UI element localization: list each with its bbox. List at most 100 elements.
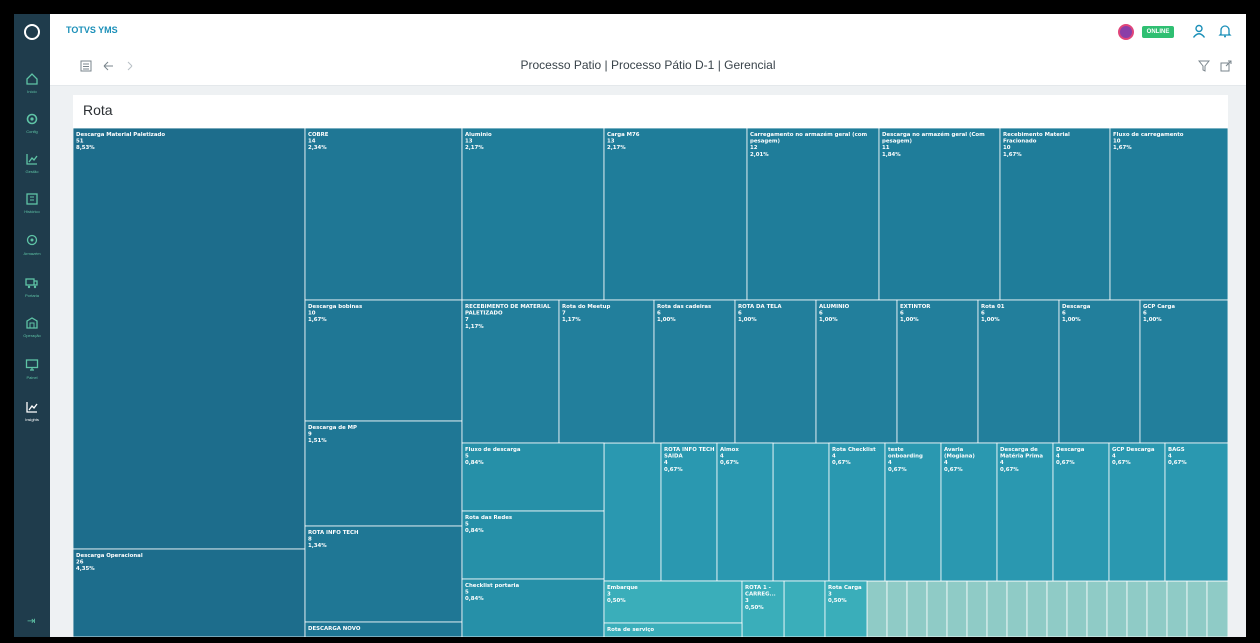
sidebar-item-gestao[interactable]: Gestão	[14, 152, 50, 192]
treemap-cell-unlabeled[interactable]	[926, 580, 948, 637]
sidebar-item-config[interactable]: Config	[14, 112, 50, 152]
treemap-label: Rota de serviço	[607, 627, 654, 633]
treemap-percent: 0,67%	[1056, 460, 1075, 466]
sidebar-item-label: Operação	[23, 333, 41, 338]
menu-toggle-icon[interactable]	[24, 24, 40, 40]
sidebar-item-insights[interactable]: Insights	[14, 400, 50, 440]
treemap-label: RECEBIMENTO DE MATERIAL	[465, 304, 551, 310]
treemap-cell-unlabeled[interactable]	[1146, 580, 1168, 637]
sidebar-item-armazem[interactable]: Armazém	[14, 234, 50, 274]
treemap-cell-unlabeled[interactable]	[1086, 580, 1108, 637]
treemap-cell-unlabeled[interactable]	[1186, 580, 1208, 637]
treemap-percent: 1,00%	[738, 317, 757, 323]
treemap-cell[interactable]: Rota de serviço	[603, 622, 743, 637]
treemap-cell-unlabeled[interactable]	[1166, 580, 1188, 637]
treemap-cell-unlabeled[interactable]	[966, 580, 988, 637]
treemap-cell-rect	[73, 128, 306, 550]
treemap-cell-unlabeled[interactable]	[1046, 580, 1068, 637]
treemap-cell-unlabeled[interactable]	[772, 442, 830, 582]
treemap-cell-unlabeled[interactable]	[783, 580, 826, 637]
treemap-cell-rect	[884, 442, 942, 582]
treemap-cell-unlabeled[interactable]	[886, 580, 908, 637]
treemap-cell[interactable]: Carregamento no armazém geral (compesage…	[746, 128, 880, 301]
language-globe-icon[interactable]	[1118, 24, 1134, 40]
treemap-cell-unlabeled[interactable]	[603, 442, 662, 582]
export-icon[interactable]	[1220, 60, 1232, 72]
treemap-label: CARREG...	[745, 592, 776, 598]
brand-title[interactable]: TOTVS YMS	[66, 25, 118, 35]
treemap-label: SAIDA	[664, 454, 684, 460]
treemap-percent: 1,00%	[819, 317, 838, 323]
collapse-sidebar-icon[interactable]: ⇥	[27, 616, 36, 627]
treemap-label: Descarga Material Paletizado	[76, 132, 165, 138]
treemap-cell-unlabeled[interactable]	[1206, 580, 1228, 637]
sidebar-item-portaria[interactable]: Portaria	[14, 276, 50, 316]
treemap-cell[interactable]: Avaria(Mogiana)40,67%	[940, 442, 998, 582]
treemap-label: Descarga	[1056, 447, 1085, 453]
undo-icon[interactable]	[102, 60, 114, 72]
treemap-cell-unlabeled[interactable]	[866, 580, 888, 637]
bell-icon[interactable]	[1218, 24, 1232, 38]
user-icon[interactable]	[1192, 24, 1206, 38]
treemap-percent: 1,67%	[1113, 145, 1132, 151]
sidebar-item-operacao[interactable]: Operação	[14, 316, 50, 356]
treemap-cell-unlabeled[interactable]	[1066, 580, 1088, 637]
treemap-percent: 0,67%	[944, 467, 963, 473]
treemap-value: 9	[308, 432, 312, 438]
sidebar-item-historico[interactable]: Histórico	[14, 192, 50, 232]
treemap-cell-rect	[1058, 299, 1141, 444]
treemap-value: 14	[308, 139, 316, 145]
treemap-label: EXTINTOR	[900, 304, 931, 310]
sidebar-item-inicio[interactable]: Início	[14, 72, 50, 112]
sheets-icon[interactable]	[80, 60, 92, 72]
treemap-cell-unlabeled[interactable]	[906, 580, 928, 637]
redo-icon[interactable]	[122, 60, 134, 72]
treemap-cell-unlabeled[interactable]	[1006, 580, 1028, 637]
treemap-cell[interactable]: Descarga no armazém geral (Compesagem)11…	[878, 128, 1001, 301]
treemap-cell[interactable]: DESCARGA NOVO	[304, 621, 463, 637]
treemap-cell-unlabeled[interactable]	[1026, 580, 1048, 637]
treemap-cell[interactable]: ROTA 1 -CARREG...30,50%	[741, 580, 785, 637]
treemap-label: ROTA 1 -	[745, 585, 771, 591]
treemap-cell-unlabeled[interactable]	[946, 580, 968, 637]
treemap-percent: 1,00%	[1062, 317, 1081, 323]
sidebar-item-painel[interactable]: Painel	[14, 358, 50, 398]
treemap-cell-unlabeled[interactable]	[1106, 580, 1128, 637]
treemap-cell-unlabeled[interactable]	[986, 580, 1008, 637]
treemap-cell-unlabeled[interactable]	[1126, 580, 1148, 637]
filter-icon[interactable]	[1198, 60, 1210, 72]
treemap-percent: 1,67%	[1003, 152, 1022, 158]
